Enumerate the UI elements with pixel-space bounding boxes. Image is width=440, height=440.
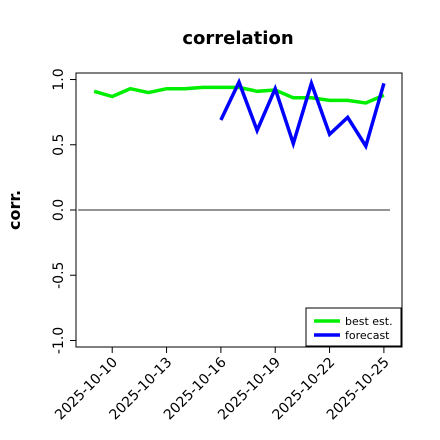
y-tick-label: 1.0 — [51, 68, 67, 90]
series-line-best-est — [93, 85, 385, 105]
y-axis: 1.0 0.5 0.0 -0.5 -1.0 — [51, 68, 76, 354]
series-lines — [93, 77, 386, 151]
y-tick-label: 0.0 — [51, 199, 67, 221]
legend-label-best-est: best est. — [345, 315, 393, 328]
legend-label-forecast: forecast — [345, 329, 390, 342]
y-tick-label: -1.0 — [51, 327, 67, 354]
y-tick-label: 0.5 — [51, 134, 67, 156]
series-line-forecast — [219, 77, 386, 151]
legend: best est. forecast — [305, 307, 402, 347]
legend-box — [305, 307, 402, 347]
y-axis-label: corr. — [5, 190, 24, 230]
x-axis: 2025-10-102025-10-132025-10-162025-10-19… — [52, 347, 393, 423]
chart-title: correlation — [182, 28, 293, 49]
y-tick-label: -0.5 — [51, 262, 67, 289]
